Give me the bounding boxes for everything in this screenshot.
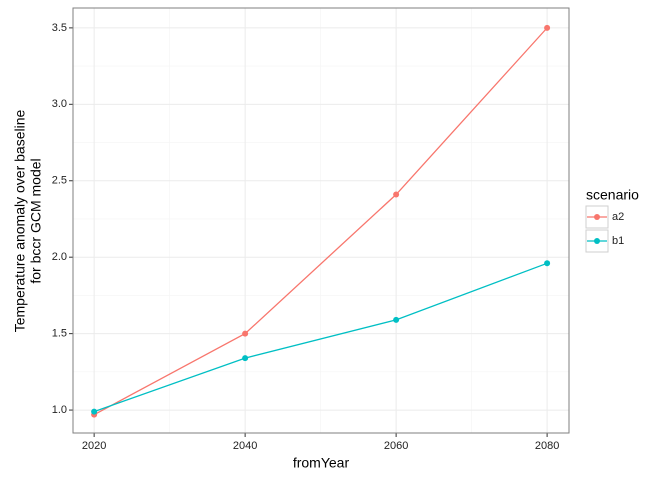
data-point [544,260,551,267]
legend-label: b1 [612,235,624,247]
data-point [242,330,249,337]
x-tick-label: 2060 [384,440,408,452]
y-tick-label: 2.0 [52,251,67,263]
y-tick-label: 1.5 [52,328,67,340]
legend-point [594,214,600,220]
x-axis-title: fromYear [293,455,350,471]
y-tick-label: 2.5 [52,175,67,187]
y-tick-label: 3.0 [52,98,67,110]
data-point [393,316,400,323]
data-point [242,355,249,362]
y-axis-title: for bccr GCM model [28,158,44,283]
data-point [91,408,98,415]
legend-title: scenario [586,187,639,203]
plot-panel [73,8,569,433]
x-tick-label: 2020 [82,440,106,452]
series-line [93,262,548,413]
y-axis-title: Temperature anomaly over baseline [12,110,28,333]
x-tick-label: 2040 [233,440,257,452]
data-point [393,191,400,198]
data-point [544,24,551,31]
legend-label: a2 [612,211,624,223]
legend-point [594,238,600,244]
x-tick-label: 2080 [535,440,559,452]
series-line [93,27,548,416]
panel-border [72,7,570,434]
y-tick-label: 1.0 [52,404,67,416]
y-tick-label: 3.5 [52,22,67,34]
